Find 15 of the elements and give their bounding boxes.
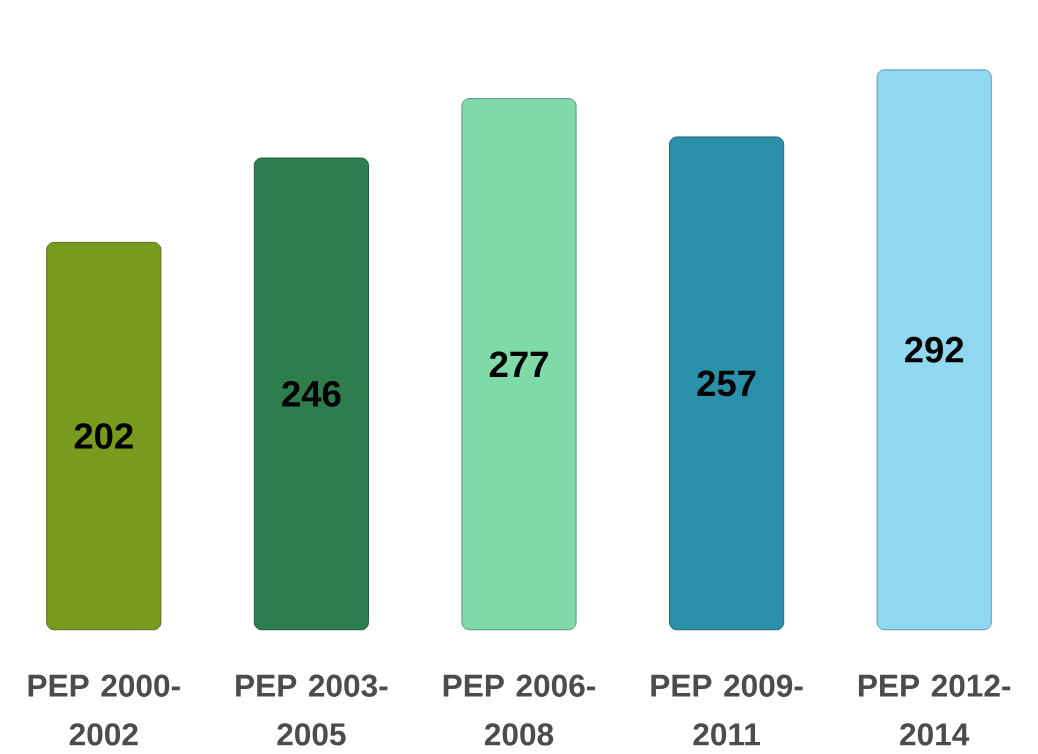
x-tick-label: PEP 2003-2005 [236, 674, 388, 746]
x-tick-label: PEP 2009-2011 [651, 674, 803, 746]
x-tick-label: PEP 2012-2014 [858, 674, 1011, 746]
data-label: 277 [489, 351, 548, 377]
bar [669, 136, 785, 631]
data-label: 246 [282, 380, 341, 407]
data-label: 202 [74, 423, 133, 449]
bar [461, 97, 577, 631]
x-tick-label: PEP 2006-2008 [443, 674, 596, 746]
data-label: 292 [905, 336, 964, 363]
bar [253, 157, 369, 631]
data-label: 257 [697, 370, 756, 397]
bar [46, 241, 162, 631]
x-tick-label: PEP 2000-2002 [28, 674, 180, 746]
bar [876, 69, 992, 631]
